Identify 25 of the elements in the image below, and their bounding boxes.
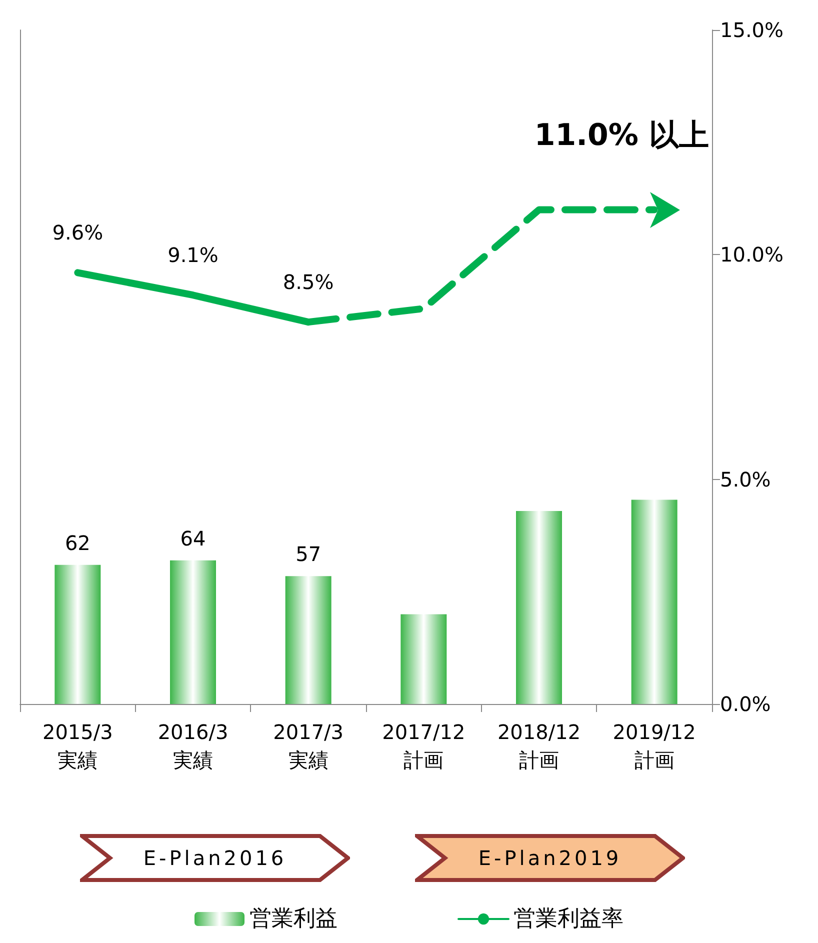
bar: [400, 614, 447, 704]
x-tick-label: 2017/12 計画: [382, 720, 466, 772]
bar: [285, 576, 332, 704]
legend-label: 営業利益: [250, 906, 338, 932]
y-tick-label: 5.0%: [720, 467, 771, 492]
x-tick-label: 2015/3 実績: [42, 720, 113, 772]
x-tick-label: 2016/3 実績: [158, 720, 228, 772]
bar: [516, 510, 562, 704]
data-label: 57: [296, 542, 322, 566]
legend-label: 営業利益率: [514, 906, 624, 932]
bar: [631, 500, 678, 704]
x-tick-label: 2019/12 計画: [612, 720, 696, 772]
y-tick-label: 10.0%: [720, 242, 784, 267]
y-tick-label: 15.0%: [720, 18, 784, 42]
y-tick-label: 0.0%: [720, 692, 771, 716]
x-tick-label: 2017/3 実績: [273, 720, 344, 772]
bar: [170, 560, 216, 704]
data-label: 64: [180, 526, 206, 550]
data-label: 9.1%: [168, 243, 218, 268]
annotation: 11.0% 以上: [534, 116, 709, 155]
data-label: 8.5%: [282, 270, 334, 294]
data-label: 9.6%: [52, 220, 104, 245]
x-tick-label: 2018/12 計画: [497, 720, 581, 772]
bar: [54, 564, 101, 704]
data-label: 62: [64, 530, 90, 555]
